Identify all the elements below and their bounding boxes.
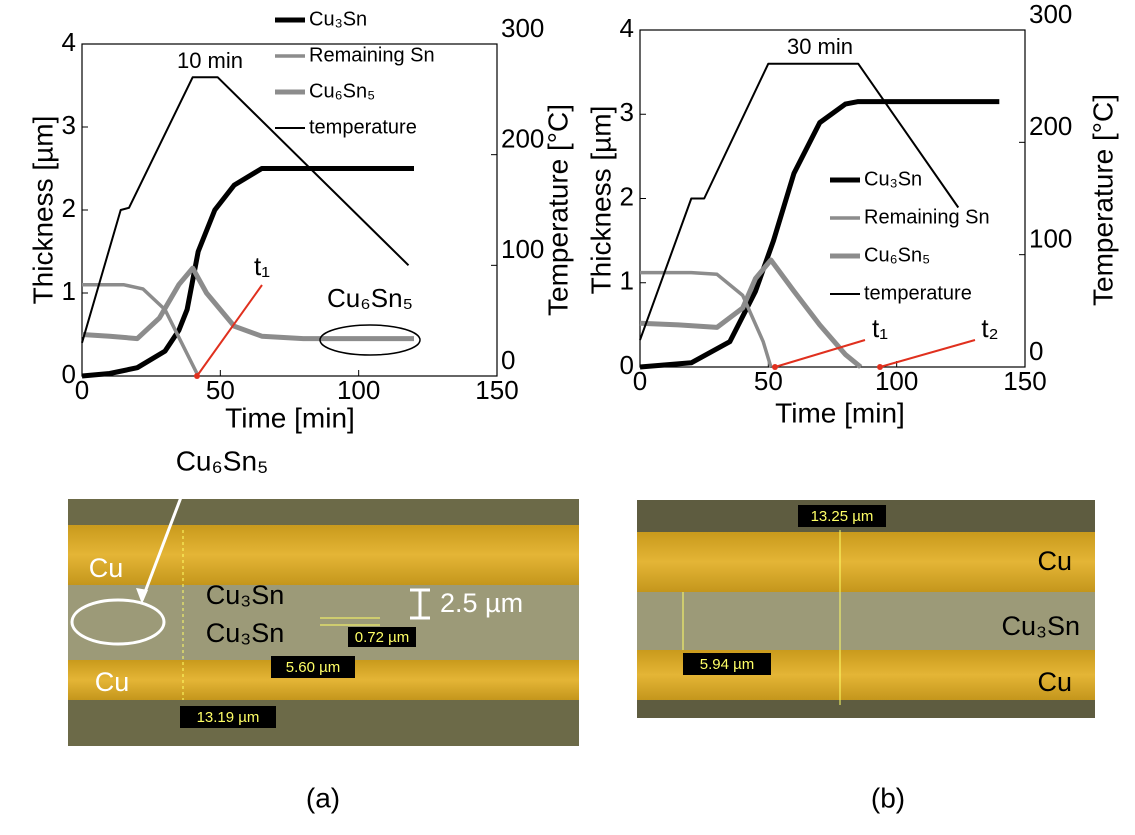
y-axis-label: Thickness [µm] xyxy=(585,106,616,295)
y-tick-label: 1 xyxy=(62,276,76,306)
micrograph-b: 13.25 µm 5.94 µm Cu Cu₃Sn Cu xyxy=(637,500,1095,718)
measure-box xyxy=(271,656,355,678)
legend-label: temperature xyxy=(309,116,417,138)
series-line xyxy=(640,270,773,368)
measure-box xyxy=(798,505,886,527)
caption: (b) xyxy=(871,782,905,813)
x-tick-label: 100 xyxy=(337,375,380,405)
layer-label: Cu xyxy=(95,667,130,697)
series-line xyxy=(81,76,410,344)
cu3sn-layer xyxy=(68,585,579,660)
series-line xyxy=(82,282,200,377)
legend-label: Cu₃Sn xyxy=(309,8,367,30)
annotation: t₂ xyxy=(981,313,998,343)
legend-label: Cu₃Sn xyxy=(864,168,922,190)
y-tick-label: 0 xyxy=(62,359,76,389)
legend-label: Remaining Sn xyxy=(864,206,990,228)
x-axis-label: Time [min] xyxy=(225,402,355,433)
cu-layer xyxy=(68,525,579,585)
callout-ellipse xyxy=(70,598,166,646)
layer-label: Cu₃Sn xyxy=(206,580,285,610)
annotation-ellipse xyxy=(319,324,421,356)
y-tick-label: 3 xyxy=(620,97,634,127)
measure-box xyxy=(348,627,416,647)
legend-label: Cu₆Sn₅ xyxy=(864,244,930,266)
arrow-head xyxy=(136,588,148,604)
layer-label: Cu₃Sn xyxy=(206,618,285,648)
layer-label: Cu xyxy=(1037,667,1072,697)
y-tick-label: 1 xyxy=(620,266,634,296)
y2-tick-label: 0 xyxy=(501,345,515,375)
series-line xyxy=(639,62,960,341)
annotation: Cu₆Sn₅ xyxy=(327,283,413,313)
series-line xyxy=(81,166,414,379)
y-axis-label: Thickness [µm] xyxy=(27,116,58,305)
arrow-head xyxy=(194,373,200,379)
arrow-head xyxy=(877,364,883,370)
x-tick-label: 150 xyxy=(475,375,518,405)
y2-tick-label: 0 xyxy=(1029,336,1043,366)
layer-label: Cu xyxy=(89,553,124,583)
y2-tick-label: 300 xyxy=(501,13,544,43)
x-axis-label: Time [min] xyxy=(775,397,905,428)
y-tick-label: 2 xyxy=(620,181,634,211)
measure-label: 0.72 µm xyxy=(355,629,410,646)
callout-arrow xyxy=(140,491,185,601)
y2-axis-label: Temperature [°C] xyxy=(1087,94,1118,306)
y-tick-label: 4 xyxy=(620,13,634,43)
legend-label: temperature xyxy=(864,282,972,304)
measure-label: 13.19 µm xyxy=(197,709,260,726)
series-line xyxy=(81,265,414,342)
arrow-head xyxy=(772,364,778,370)
layer-label: Cu₃Sn xyxy=(1001,611,1080,641)
x-tick-label: 0 xyxy=(633,366,647,396)
y2-tick-label: 100 xyxy=(501,234,544,264)
measure-box xyxy=(683,653,771,675)
y-tick-label: 3 xyxy=(62,110,76,140)
x-tick-label: 150 xyxy=(1003,366,1046,396)
y-tick-label: 4 xyxy=(62,27,76,57)
y2-tick-label: 200 xyxy=(1029,111,1072,141)
cu3sn-layer xyxy=(637,592,1095,650)
legend-label: Remaining Sn xyxy=(309,44,435,66)
annotation-arrow xyxy=(196,284,263,377)
annotation: 10 min xyxy=(177,48,243,73)
cu-layer xyxy=(637,532,1095,592)
x-tick-label: 0 xyxy=(75,375,89,405)
x-tick-label: 100 xyxy=(875,366,918,396)
y2-axis-label: Temperature [°C] xyxy=(542,104,573,316)
scale-label: 2.5 µm xyxy=(440,588,523,618)
annotation: t₁ xyxy=(254,251,270,281)
y2-tick-label: 200 xyxy=(501,124,544,154)
annotation-arrow xyxy=(774,339,866,368)
y2-tick-label: 100 xyxy=(1029,224,1072,254)
caption: (a) xyxy=(306,782,340,813)
measure-box xyxy=(180,706,276,728)
y2-tick-label: 300 xyxy=(1029,0,1072,29)
measure-label: 5.94 µm xyxy=(700,656,755,673)
y-tick-label: 0 xyxy=(620,350,634,380)
x-tick-label: 50 xyxy=(754,366,783,396)
series-line xyxy=(639,99,1000,370)
callout-label: Cu₆Sn₅ xyxy=(176,445,269,476)
measure-label: 5.60 µm xyxy=(286,659,341,676)
annotation-arrow xyxy=(879,339,976,368)
series-line xyxy=(639,257,863,369)
x-tick-label: 50 xyxy=(206,375,235,405)
measure-label: 13.25 µm xyxy=(811,508,874,525)
legend-label: Cu₆Sn₅ xyxy=(309,80,375,102)
micrograph-a: Cu₆Sn₅ Cu Cu₃Sn Cu₃Sn Cu 2.5 µm 0.72 µm … xyxy=(68,445,579,746)
layer-label: Cu xyxy=(1037,546,1072,576)
annotation: 30 min xyxy=(787,34,853,59)
annotation: t₁ xyxy=(872,313,888,343)
scale-bar xyxy=(410,588,430,620)
y-tick-label: 2 xyxy=(62,193,76,223)
